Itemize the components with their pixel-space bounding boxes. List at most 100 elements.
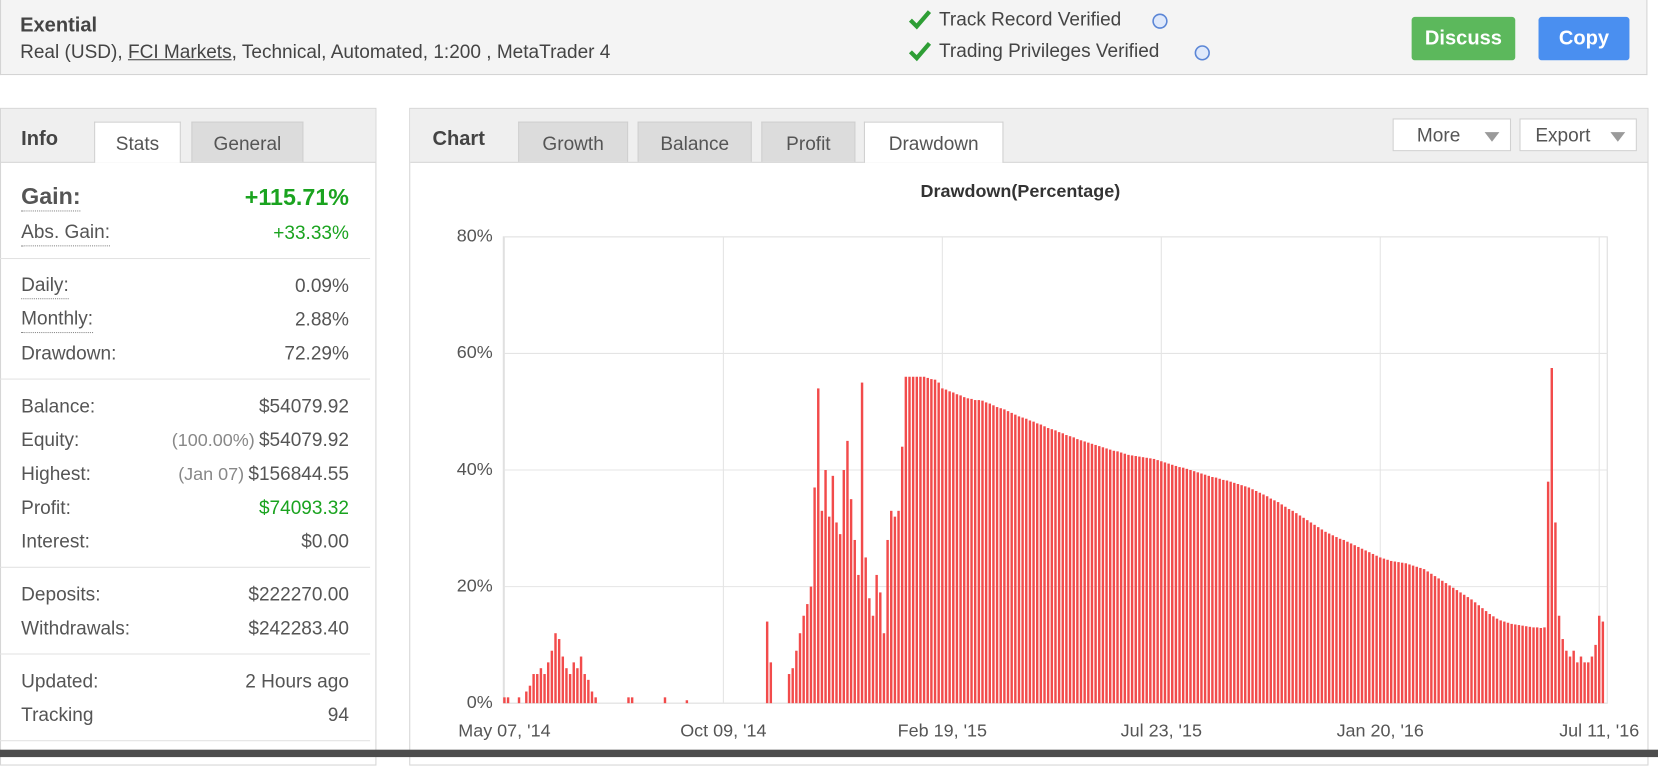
system-header: Exential Real (USD), FCI Markets, Techni… bbox=[0, 0, 1648, 76]
stats-label: Updated: bbox=[21, 670, 99, 692]
bar bbox=[857, 574, 860, 704]
bar bbox=[1426, 571, 1429, 704]
bar bbox=[1510, 623, 1513, 704]
bar bbox=[1280, 504, 1283, 704]
bar bbox=[1514, 624, 1517, 704]
stats-list: Gain: +115.71% Abs. Gain: +33.33% Daily: 0.09… bbox=[0, 161, 371, 742]
tab[interactable]: Drawdown bbox=[863, 121, 1004, 163]
bar bbox=[1459, 592, 1462, 704]
bar bbox=[1295, 513, 1298, 704]
bar bbox=[1313, 524, 1316, 704]
bar bbox=[1123, 453, 1127, 704]
tab[interactable]: General bbox=[191, 121, 304, 162]
bar bbox=[992, 405, 995, 704]
bar bbox=[1411, 565, 1415, 704]
bar bbox=[1050, 429, 1054, 704]
export-menu[interactable]: Export bbox=[1519, 118, 1637, 152]
bar bbox=[981, 400, 984, 704]
bar bbox=[1554, 522, 1557, 704]
stats-row: Withdrawals: $242283.40 bbox=[0, 611, 370, 645]
bar bbox=[1076, 439, 1079, 704]
y-tick-label: 80% bbox=[457, 226, 493, 246]
bar bbox=[1342, 539, 1345, 704]
bar bbox=[1587, 662, 1590, 704]
bar bbox=[1353, 545, 1356, 704]
stats-label: Daily: bbox=[21, 272, 69, 300]
bar bbox=[1014, 414, 1017, 704]
bar bbox=[904, 376, 908, 704]
copy-button[interactable]: Copy bbox=[1538, 16, 1630, 61]
bar bbox=[769, 662, 773, 704]
bar bbox=[937, 382, 940, 704]
bar bbox=[1112, 450, 1116, 704]
bar bbox=[1087, 442, 1090, 704]
bar bbox=[539, 668, 543, 704]
bar bbox=[860, 382, 864, 704]
bar bbox=[973, 400, 977, 704]
bar bbox=[890, 510, 893, 704]
bar bbox=[900, 446, 904, 704]
bar bbox=[1419, 567, 1422, 704]
bar bbox=[1521, 625, 1524, 704]
stats-value: +115.71% bbox=[244, 183, 349, 211]
bar bbox=[1400, 562, 1404, 704]
check-icons bbox=[908, 10, 932, 62]
bar bbox=[765, 621, 769, 704]
bar bbox=[1488, 613, 1491, 704]
bar bbox=[565, 668, 568, 704]
bar bbox=[827, 516, 831, 704]
bar bbox=[1320, 529, 1324, 704]
discuss-button[interactable]: Discuss bbox=[1411, 16, 1516, 61]
more-menu[interactable]: More bbox=[1392, 118, 1512, 152]
stats-row: Equity: (100.00%) $54079.92 bbox=[0, 423, 370, 457]
bar bbox=[1010, 412, 1013, 704]
verified-text: Track Record Verified bbox=[938, 8, 1122, 30]
bar bbox=[579, 656, 583, 704]
bar bbox=[590, 691, 594, 704]
tab[interactable]: Profit bbox=[761, 121, 856, 162]
bar bbox=[1046, 428, 1050, 704]
y-tick-label: 40% bbox=[457, 459, 493, 479]
bar bbox=[1284, 506, 1287, 704]
bar bbox=[1598, 615, 1601, 704]
bar bbox=[1466, 597, 1470, 704]
bar bbox=[1495, 618, 1499, 704]
bar bbox=[554, 633, 557, 704]
stats-group: Balance: $54079.92 Equity: (100.00%) $54079.… bbox=[0, 380, 371, 568]
bar bbox=[1317, 527, 1320, 704]
stats-value: $0.00 bbox=[301, 530, 349, 552]
stats-value-box: $222270.00 bbox=[248, 577, 349, 611]
stats-label: Drawdown: bbox=[21, 342, 117, 364]
stats-value: $156844.55 bbox=[248, 463, 349, 485]
stats-row: Monthly: 2.88% bbox=[0, 302, 370, 336]
tab[interactable]: Stats bbox=[94, 121, 181, 163]
bar bbox=[1134, 456, 1137, 704]
bar bbox=[824, 470, 827, 704]
bar bbox=[1229, 481, 1232, 704]
help-icons bbox=[1152, 13, 1210, 61]
bar bbox=[576, 668, 579, 704]
bar bbox=[572, 662, 575, 704]
bar bbox=[820, 510, 824, 704]
bar bbox=[1021, 417, 1024, 704]
bar bbox=[952, 392, 955, 704]
tab[interactable]: Balance bbox=[637, 121, 752, 162]
bar bbox=[1254, 490, 1258, 704]
help-icon[interactable] bbox=[1152, 13, 1168, 29]
bar bbox=[1386, 559, 1389, 704]
tab[interactable]: Growth bbox=[518, 121, 629, 162]
bar bbox=[1057, 432, 1061, 704]
stats-value: 94 bbox=[327, 704, 349, 726]
bar bbox=[959, 395, 962, 704]
bar bbox=[1346, 541, 1349, 704]
y-tick-label: 20% bbox=[457, 575, 493, 595]
x-tick-label: Oct 09, '14 bbox=[680, 720, 766, 740]
help-icon[interactable] bbox=[1194, 45, 1210, 61]
bar bbox=[1251, 489, 1254, 704]
broker-link[interactable]: FCI Markets bbox=[127, 41, 232, 63]
stats-value: $242283.40 bbox=[248, 617, 349, 639]
bar bbox=[1207, 475, 1210, 704]
bar bbox=[1306, 520, 1309, 704]
bar bbox=[915, 376, 919, 704]
stats-value-box: (100.00%) $54079.92 bbox=[172, 423, 349, 457]
